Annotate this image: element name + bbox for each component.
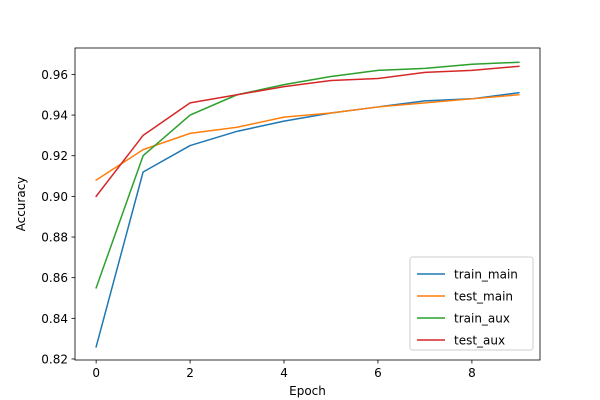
series-line-test-main — [95, 93, 520, 182]
series-layer — [95, 61, 520, 348]
legend-label-train-main: train_main — [454, 268, 518, 282]
legend-box — [409, 256, 534, 351]
legend-label-test-main: test_main — [454, 290, 513, 304]
y-axis-label: Accuracy — [14, 177, 28, 232]
y-tick-label: 0.94 — [41, 109, 68, 123]
y-tick-label: 0.96 — [41, 68, 68, 82]
x-tick-label: 8 — [468, 366, 476, 380]
axes-layer: 0 2 4 6 8 0.82 0.84 0.86 0.88 0.90 0.92 0.94 0.96 — [41, 47, 541, 380]
y-tick-label: 0.84 — [41, 312, 68, 326]
plot-area: 0 2 4 6 8 0.82 0.84 0.86 0.88 0.90 0.92 0.94 0.96 — [41, 47, 541, 380]
y-tick-label: 0.88 — [41, 231, 68, 245]
y-tick-label: 0.86 — [41, 271, 68, 285]
series-line-train-main — [95, 91, 520, 348]
y-tick-label: 0.90 — [41, 190, 68, 204]
legend-label-train-aux: train_aux — [454, 312, 510, 326]
legend: train_main test_main train_aux test_aux — [409, 256, 534, 351]
x-tick-label: 2 — [186, 366, 194, 380]
series-line-train-aux — [95, 61, 520, 289]
y-tick-label: 0.92 — [41, 149, 68, 163]
y-tick-label: 0.82 — [41, 352, 68, 366]
x-axis-label: Epoch — [289, 384, 326, 398]
legend-label-test-aux: test_aux — [454, 334, 505, 348]
series-line-test-aux — [95, 65, 520, 198]
x-tick-label: 0 — [92, 366, 100, 380]
x-tick-label: 4 — [280, 366, 288, 380]
axes-frame — [74, 47, 541, 361]
x-tick-label: 6 — [374, 366, 382, 380]
